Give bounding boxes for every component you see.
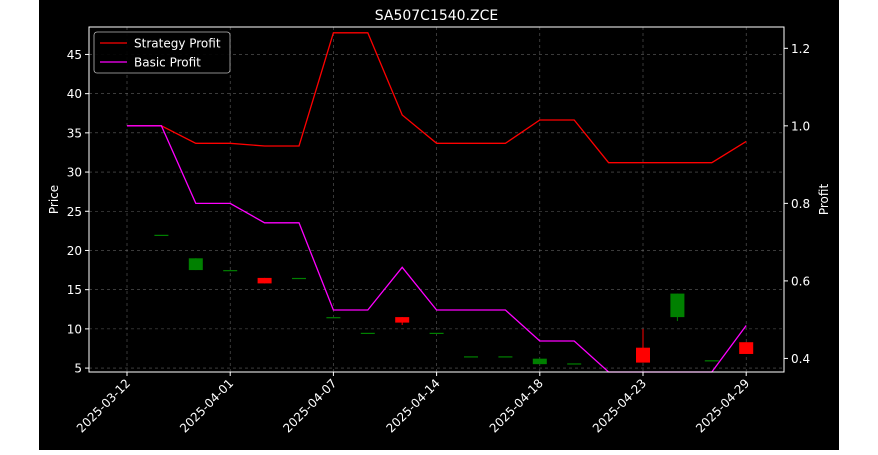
candle-body [670, 293, 685, 318]
candle-body [498, 356, 513, 358]
chart-figure: 2025-03-12 2025-04-01 2025-04-07 2025-04-14… [39, 0, 839, 450]
chart-title: SA507C1540.ZCE [375, 8, 499, 24]
grid [89, 27, 784, 372]
y-right-tick-label: 0.8 [791, 197, 810, 211]
x-tick-label: 2025-04-23 [590, 376, 649, 435]
candle-body [154, 234, 169, 236]
y-right-tick-label: 1.0 [791, 119, 810, 133]
x-tick-label: 2025-04-14 [384, 376, 443, 435]
y-left-tick-label: 25 [67, 205, 82, 219]
y-left-tick-label: 5 [74, 362, 82, 376]
candle-body [292, 277, 306, 280]
candle-body [739, 342, 754, 354]
y-right-tick-label: 0.4 [791, 352, 810, 366]
candle-body [567, 363, 582, 365]
chart-svg: 2025-03-12 2025-04-01 2025-04-07 2025-04-14… [47, 8, 831, 436]
candle-body [704, 360, 719, 362]
candle-body [429, 332, 444, 334]
x-tick-label: 2025-04-07 [280, 376, 339, 435]
y-left-tick-label: 20 [67, 244, 82, 258]
candle-body [360, 332, 375, 334]
candle-body [326, 317, 341, 319]
y-right-tick-label: 0.6 [791, 274, 810, 288]
y-right-tick-label: 1.2 [791, 42, 810, 56]
candle-body [223, 270, 238, 272]
y-left-tick-label: 10 [67, 322, 82, 336]
plot-frame [88, 26, 785, 373]
x-tick-label: 2025-03-12 [74, 376, 133, 435]
y-left-tick-label: 40 [67, 87, 82, 101]
candle-body [636, 347, 650, 363]
y-left-tick-label: 30 [67, 166, 82, 180]
y-right-label: Profit [817, 184, 831, 216]
legend-box [93, 31, 231, 74]
axes: 2025-03-12 2025-04-01 2025-04-07 2025-04-14… [67, 42, 810, 436]
candle-body [464, 356, 478, 358]
y-left-label: Price [47, 185, 61, 214]
candles [154, 234, 754, 365]
x-tick-label: 2025-04-18 [487, 376, 546, 435]
candle-body [532, 358, 547, 365]
y-left-tick-label: 15 [67, 283, 82, 297]
candle-body [395, 317, 410, 323]
legend-label: Basic Profit [134, 56, 201, 70]
series-line [127, 32, 747, 164]
y-left-tick-label: 45 [67, 48, 82, 62]
y-left-tick-label: 35 [67, 126, 82, 140]
x-tick-label: 2025-04-01 [177, 376, 236, 435]
x-tick-label: 2025-04-29 [693, 376, 752, 435]
candle-body [257, 277, 272, 284]
legend: Strategy Profit Basic Profit [93, 31, 231, 74]
candle-body [188, 258, 203, 271]
legend-label: Strategy Profit [134, 37, 221, 51]
